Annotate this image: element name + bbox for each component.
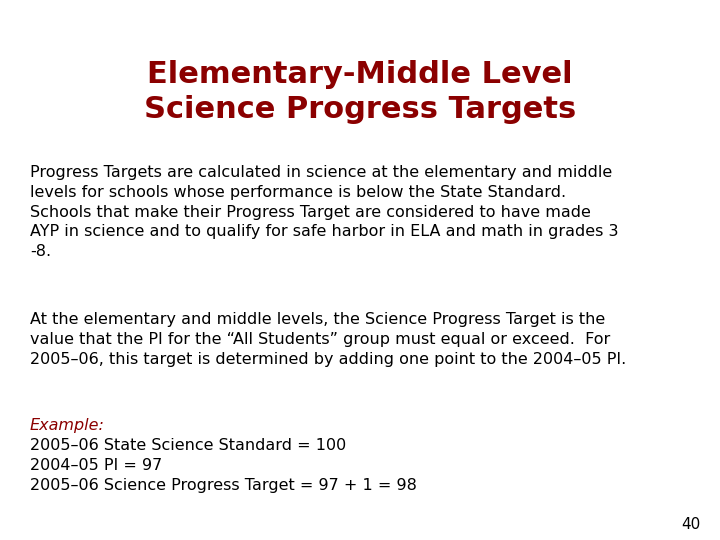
Text: 40: 40: [680, 517, 700, 532]
Text: At the elementary and middle levels, the Science Progress Target is the
value th: At the elementary and middle levels, the…: [30, 312, 626, 367]
Text: Elementary-Middle Level
Science Progress Targets: Elementary-Middle Level Science Progress…: [144, 60, 576, 124]
Text: Example:: Example:: [30, 418, 105, 433]
Text: 2005–06 State Science Standard = 100
2004–05 PI = 97
2005–06 Science Progress Ta: 2005–06 State Science Standard = 100 200…: [30, 438, 417, 492]
Text: Progress Targets are calculated in science at the elementary and middle
levels f: Progress Targets are calculated in scien…: [30, 165, 618, 259]
